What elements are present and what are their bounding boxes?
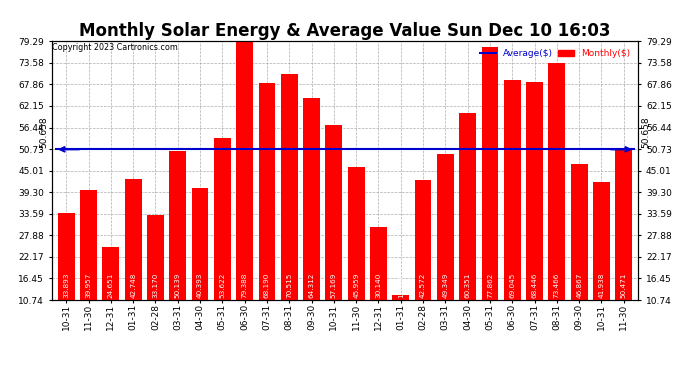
Bar [393,295,409,300]
Text: 60.351: 60.351 [464,273,471,298]
Text: 42.572: 42.572 [420,273,426,298]
Bar [348,167,364,300]
Text: 77.862: 77.862 [487,273,493,298]
Bar [370,227,387,300]
Bar [214,138,230,300]
Title: Monthly Solar Energy & Average Value Sun Dec 10 16:03: Monthly Solar Energy & Average Value Sun… [79,22,611,40]
Bar [482,46,498,300]
Bar [526,82,543,300]
Bar [192,188,208,300]
Bar [593,182,610,300]
Text: 68.446: 68.446 [531,273,538,298]
Bar [58,213,75,300]
Text: 39.957: 39.957 [86,273,92,298]
Text: 50.471: 50.471 [621,273,627,298]
Text: 41.938: 41.938 [598,273,604,298]
Text: 57.169: 57.169 [331,273,337,298]
Text: 49.349: 49.349 [442,273,448,298]
Text: 50.658: 50.658 [642,117,651,148]
Bar [326,125,342,300]
Bar [415,180,431,300]
Text: 33.893: 33.893 [63,273,69,298]
Text: 42.748: 42.748 [130,273,136,298]
Bar [571,164,587,300]
Text: 50.139: 50.139 [175,273,181,298]
Legend: Average($), Monthly($): Average($), Monthly($) [476,46,633,62]
Text: 40.393: 40.393 [197,273,203,298]
Bar [437,154,454,300]
Bar [259,83,275,300]
Bar [236,41,253,300]
Bar [281,74,297,300]
Bar [80,190,97,300]
Bar [460,113,476,300]
Text: 46.867: 46.867 [576,273,582,298]
Text: 70.515: 70.515 [286,273,293,298]
Bar [549,63,565,300]
Text: 30.140: 30.140 [375,273,382,298]
Text: 53.622: 53.622 [219,273,226,298]
Text: Copyright 2023 Cartronics.com: Copyright 2023 Cartronics.com [52,43,178,52]
Bar [125,179,141,300]
Text: 12.086: 12.086 [397,273,404,298]
Bar [169,151,186,300]
Text: 73.466: 73.466 [554,273,560,298]
Text: 33.170: 33.170 [152,273,159,298]
Bar [147,215,164,300]
Bar [303,98,320,300]
Text: 69.045: 69.045 [509,273,515,298]
Text: 50.658: 50.658 [39,117,48,148]
Text: 45.959: 45.959 [353,273,359,298]
Text: 68.190: 68.190 [264,273,270,298]
Bar [504,80,521,300]
Text: 24.651: 24.651 [108,273,114,298]
Bar [615,150,632,300]
Text: 64.312: 64.312 [308,273,315,298]
Text: 79.388: 79.388 [241,273,248,298]
Bar [103,248,119,300]
